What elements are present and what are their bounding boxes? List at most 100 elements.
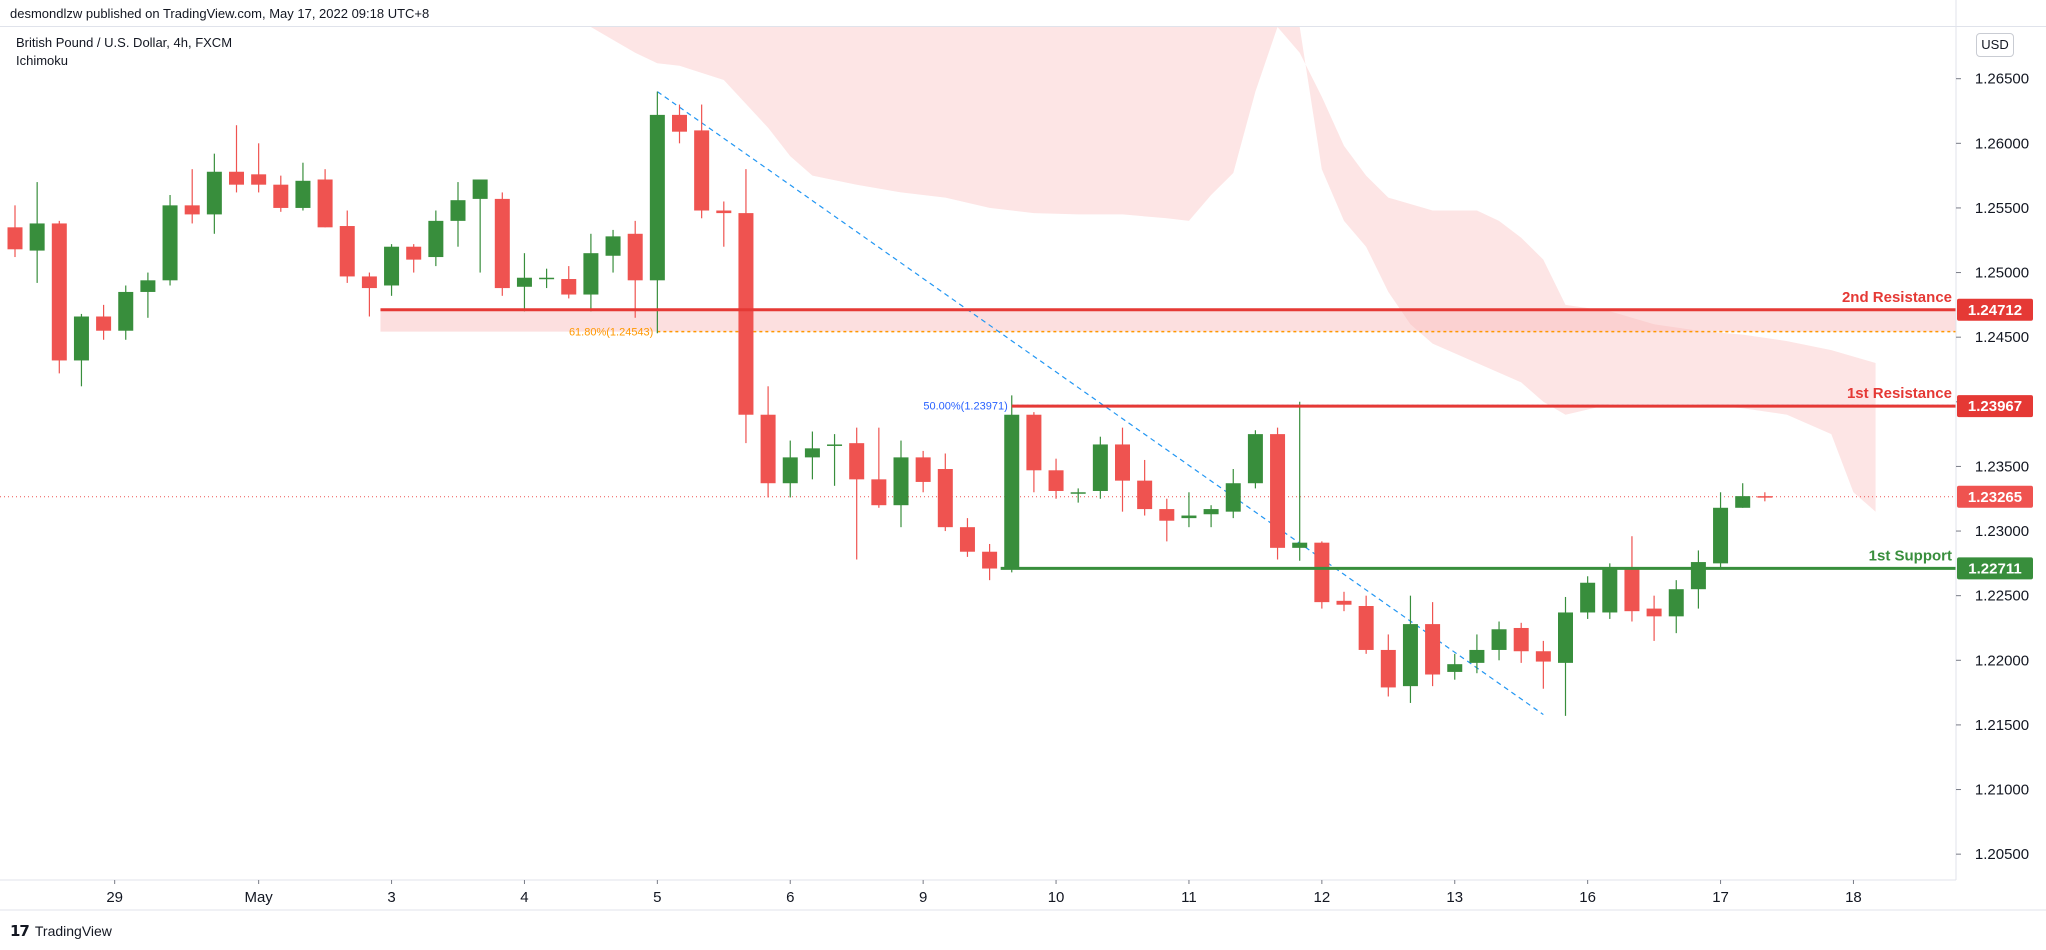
publisher-bar: desmondlzw published on TradingView.com,… [0, 0, 2046, 27]
candle [7, 205, 23, 258]
candle-body [1668, 589, 1684, 617]
candle [1314, 541, 1330, 609]
candle-body [1380, 649, 1396, 688]
candle-body [1535, 651, 1551, 662]
cloud-area [590, 27, 1876, 512]
candle-body [539, 277, 555, 280]
candle-body [1070, 492, 1086, 494]
time-tick-label: 29 [106, 889, 123, 906]
time-tick-label: 18 [1845, 889, 1862, 906]
time-tick-label: May [244, 889, 273, 906]
candle-body [273, 184, 289, 208]
candle-body [561, 279, 577, 295]
candle-body [738, 213, 754, 415]
level-lines: 2nd Resistance 1st Resistance 1st Support [380, 289, 1956, 570]
candle-body [1247, 434, 1263, 484]
candle [716, 201, 732, 247]
candle-body [982, 551, 998, 569]
candle [516, 253, 532, 312]
price-tag-bg [1957, 298, 2033, 321]
candle [140, 272, 156, 318]
candle-body [73, 316, 89, 361]
price-tag: 1.23265 [1957, 485, 2033, 508]
currency-button[interactable]: USD [1976, 33, 2014, 57]
tradingview-logo-icon: 𝟭𝟳 [10, 923, 30, 940]
candle [959, 518, 975, 557]
candle [539, 268, 555, 289]
price-tick-label: 1.25000 [1975, 265, 2029, 282]
candle [384, 244, 400, 296]
indicator-label[interactable]: Ichimoku [16, 53, 69, 68]
candle-body [1425, 624, 1441, 675]
candle [605, 229, 621, 273]
candle [1735, 483, 1751, 508]
candle-body [1402, 624, 1418, 687]
candle [982, 543, 998, 581]
price-axis[interactable]: 1.265001.260001.255001.250001.245001.240… [1955, 0, 2033, 880]
candle [184, 169, 200, 224]
candle-body [7, 227, 23, 250]
candle [871, 427, 887, 508]
candle-body [339, 226, 355, 277]
candle [1380, 634, 1396, 697]
level-name: 2nd Resistance [1842, 289, 1952, 306]
candle-body [317, 179, 333, 228]
candle-body [937, 469, 953, 528]
candle-body [1624, 568, 1640, 612]
candle [1181, 492, 1197, 528]
candle [229, 125, 244, 193]
time-tick-label: 17 [1712, 889, 1729, 906]
price-tick-label: 1.25500 [1975, 200, 2029, 217]
candle [450, 182, 466, 247]
price-tag-label: 1.24712 [1968, 302, 2022, 319]
price-tag-label: 1.23967 [1968, 398, 2022, 415]
candle-body [1735, 496, 1751, 508]
candle [937, 453, 953, 532]
candle-body [959, 527, 975, 552]
candle [561, 266, 577, 299]
candle [627, 220, 643, 318]
candle-body [118, 291, 134, 331]
candle-body [1004, 414, 1020, 569]
candle [406, 244, 422, 273]
candle-body [1513, 627, 1529, 652]
time-tick-label: 10 [1048, 889, 1065, 906]
candle-body [184, 205, 200, 215]
candle-body [1358, 606, 1374, 650]
candle-body [1292, 542, 1308, 548]
resistance-zone [380, 309, 1957, 332]
candle [273, 175, 289, 212]
price-tick-label: 1.26000 [1975, 135, 2029, 152]
chart-legend: British Pound / U.S. Dollar, 4h, FXCM Ic… [16, 34, 232, 70]
price-tag-label: 1.22711 [1968, 560, 2021, 577]
candle-body [229, 171, 244, 185]
candle [428, 210, 444, 267]
price-tick-label: 1.22000 [1975, 652, 2029, 669]
candle [51, 220, 67, 374]
candle [1713, 492, 1729, 568]
candle [1048, 458, 1064, 499]
symbol-label[interactable]: British Pound / U.S. Dollar, 4h, FXCM [16, 35, 233, 50]
candle-body [1181, 515, 1197, 519]
candle-body [1314, 542, 1330, 603]
time-tick-label: 9 [919, 889, 927, 906]
price-tag: 1.23967 [1957, 395, 2033, 418]
candle [1513, 622, 1529, 663]
candle-body [1225, 483, 1241, 512]
price-tag: 1.24712 [1957, 298, 2033, 321]
price-tick-label: 1.21000 [1975, 782, 2029, 799]
price-tick-label: 1.22500 [1975, 588, 2029, 605]
candle [118, 285, 134, 340]
candle-body [605, 236, 621, 256]
tradingview-footer[interactable]: 𝟭𝟳 TradingView [10, 922, 112, 940]
candle [1402, 595, 1418, 703]
time-axis[interactable]: 29 May 3 4 5 6 9 10 11 12 13 16 17 18 [0, 879, 2046, 911]
resistance-zone-band [380, 309, 1957, 332]
candle-body [206, 171, 222, 215]
level-name: 1st Resistance [1847, 385, 1952, 402]
candle [1425, 602, 1441, 687]
candle [251, 143, 267, 193]
candle-body [516, 277, 532, 287]
candle [1624, 536, 1640, 622]
